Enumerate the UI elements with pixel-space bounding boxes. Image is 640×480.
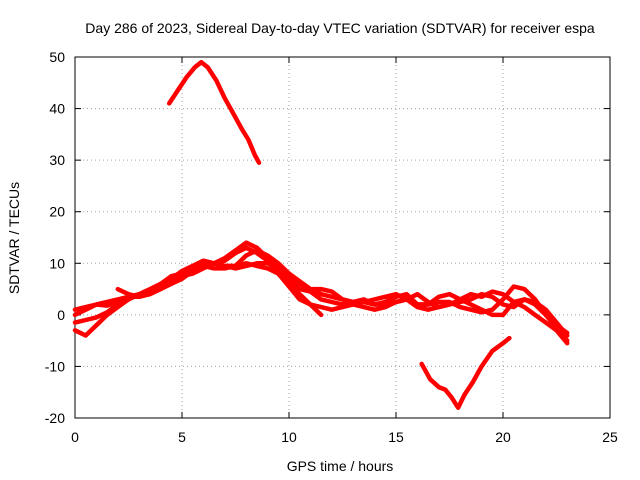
y-tick-label: 50 xyxy=(49,49,65,65)
series-arc-e xyxy=(72,261,570,336)
y-tick-label: -20 xyxy=(45,410,65,426)
chart-title: Day 286 of 2023, Sidereal Day-to-day VTE… xyxy=(85,20,595,36)
data-series xyxy=(72,59,570,410)
series-arc-d xyxy=(115,248,570,346)
series-dip-arc xyxy=(419,335,512,410)
y-axis-label: SDTVAR / TECUs xyxy=(6,182,22,294)
x-tick-label: 0 xyxy=(71,429,79,445)
x-tick-label: 25 xyxy=(602,429,618,445)
y-tick-label: 40 xyxy=(49,101,65,117)
axis-ticks: 0 5 10 15 20 25 -20 -10 0 10 20 30 40 50 xyxy=(45,49,618,445)
series-high-arc xyxy=(166,59,262,165)
y-tick-label: 30 xyxy=(49,152,65,168)
y-tick-label: 20 xyxy=(49,204,65,220)
y-tick-label: -10 xyxy=(45,358,65,374)
y-tick-label: 10 xyxy=(49,255,65,271)
x-tick-label: 15 xyxy=(388,429,404,445)
x-axis-label: GPS time / hours xyxy=(287,458,394,474)
plot-frame xyxy=(74,56,611,419)
x-tick-label: 5 xyxy=(178,429,186,445)
x-tick-label: 20 xyxy=(495,429,511,445)
x-tick-label: 10 xyxy=(281,429,297,445)
grid-lines xyxy=(75,57,610,418)
y-tick-label: 0 xyxy=(57,307,65,323)
